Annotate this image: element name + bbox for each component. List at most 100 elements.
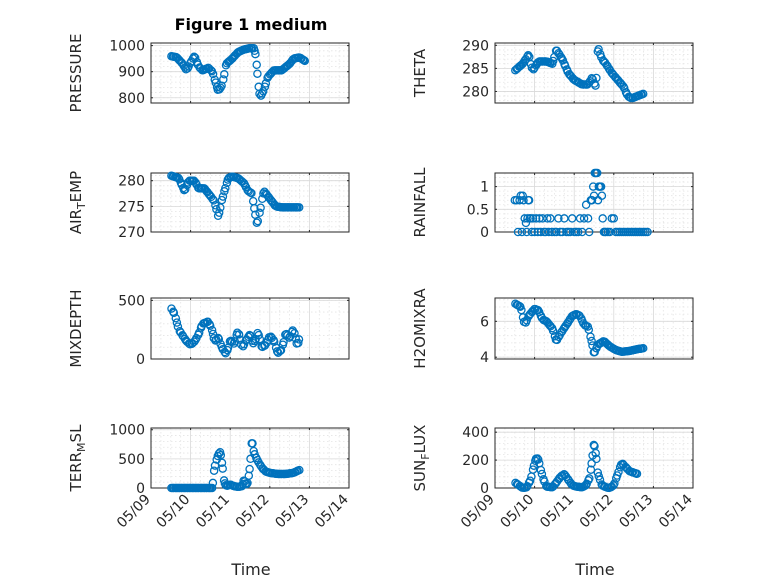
- data-series: [167, 171, 304, 227]
- y-tick-label: 400: [462, 425, 489, 441]
- y-axis-label: MIXDEPTH: [67, 289, 85, 367]
- data-point: [519, 195, 528, 205]
- data-point: [258, 87, 268, 96]
- data-point: [541, 227, 550, 237]
- x-tick-label: 05/11: [193, 492, 233, 532]
- data-point: [528, 465, 538, 474]
- y-axis-label-subscript: F: [419, 453, 432, 459]
- y-axis-label-rest: EMP: [67, 171, 85, 202]
- y-tick-label: 275: [118, 199, 145, 215]
- data-point: [300, 56, 310, 66]
- data-point: [643, 227, 652, 237]
- data-point: [242, 479, 251, 489]
- data-point: [517, 227, 527, 237]
- data-point: [217, 195, 227, 205]
- data-point: [586, 465, 596, 474]
- y-tick-label: 1000: [109, 423, 145, 439]
- x-tick-label: 05/10: [498, 492, 538, 532]
- x-tick-label: 05/12: [233, 492, 273, 532]
- data-point: [522, 227, 531, 237]
- data-point: [250, 204, 259, 213]
- data-point: [538, 214, 547, 223]
- data-point: [533, 454, 542, 463]
- data-point: [251, 49, 260, 59]
- y-tick-label: 280: [118, 174, 145, 190]
- y-axis-label-rest: LUX: [411, 425, 429, 454]
- data-point: [537, 469, 547, 479]
- data-point: [221, 183, 230, 193]
- data-point: [219, 75, 228, 84]
- y-tick-label: 270: [118, 225, 145, 241]
- y-axis-label-rest: SL: [67, 424, 85, 443]
- x-tick-label: 05/09: [114, 492, 154, 532]
- data-series: [167, 43, 310, 100]
- data-point: [558, 471, 567, 480]
- y-axis-label: PRESSURE: [67, 34, 85, 113]
- axes-box: [150, 297, 350, 360]
- data-point: [610, 479, 619, 488]
- data-point: [594, 45, 603, 54]
- data-point: [586, 332, 595, 341]
- data-point: [520, 214, 529, 223]
- axes-box: [150, 427, 350, 489]
- data-series: [511, 299, 648, 357]
- data-point: [169, 308, 179, 318]
- data-point: [591, 448, 600, 458]
- data-series: [511, 440, 642, 493]
- data-point: [217, 458, 227, 468]
- data-point: [291, 334, 300, 343]
- y-tick-label: 1000: [109, 39, 145, 55]
- data-point: [216, 450, 226, 460]
- data-point: [609, 214, 619, 223]
- y-axis-label: AIRTEMP: [67, 171, 88, 234]
- data-point: [184, 339, 194, 348]
- data-point: [530, 227, 539, 237]
- data-point: [533, 227, 543, 237]
- data-point: [237, 340, 246, 349]
- data-point: [214, 449, 224, 458]
- y-tick-label: 800: [118, 91, 145, 107]
- data-point: [533, 455, 543, 464]
- data-point: [527, 227, 537, 237]
- data-point: [207, 325, 217, 335]
- data-point: [528, 214, 538, 223]
- y-tick-label: 500: [118, 293, 145, 309]
- axes-box: [494, 427, 694, 489]
- axes-box: [494, 42, 694, 104]
- data-point: [290, 328, 299, 338]
- data-point: [253, 69, 262, 78]
- axes-box: [150, 42, 350, 104]
- data-point: [214, 334, 224, 344]
- data-point: [548, 326, 558, 336]
- data-point: [234, 330, 244, 339]
- subplot-terr-msl: 0 500 1000 05/09 05/10 05/11 05/12 05/13 05/14 TE…: [67, 423, 352, 532]
- x-tick-label: 05/14: [312, 491, 352, 531]
- data-point: [294, 338, 303, 348]
- data-point: [249, 338, 258, 348]
- subplot-air-temp: 270 275 280 AIRTEMP: [67, 171, 350, 241]
- data-point: [554, 214, 563, 223]
- data-point: [597, 191, 607, 200]
- data-point: [252, 60, 261, 70]
- data-point: [524, 195, 534, 205]
- data-point: [581, 200, 591, 210]
- data-point: [256, 203, 265, 212]
- data-series: [167, 304, 304, 358]
- subplot-pressure: 800 900 1000 PRESSURE: [67, 34, 350, 113]
- data-point: [548, 56, 558, 66]
- data-point: [253, 216, 263, 226]
- data-point: [598, 214, 607, 223]
- y-tick-label: 4: [480, 350, 489, 366]
- data-point: [208, 478, 218, 488]
- data-point: [592, 73, 601, 83]
- data-point: [254, 330, 263, 340]
- x-tick-label: 05/13: [272, 492, 312, 532]
- data-point: [587, 336, 596, 346]
- data-point: [513, 227, 523, 237]
- data-point: [605, 227, 615, 237]
- data-series: [511, 45, 648, 103]
- data-series: [167, 439, 304, 493]
- data-point: [614, 467, 623, 477]
- data-point: [272, 347, 282, 356]
- data-point: [547, 227, 557, 237]
